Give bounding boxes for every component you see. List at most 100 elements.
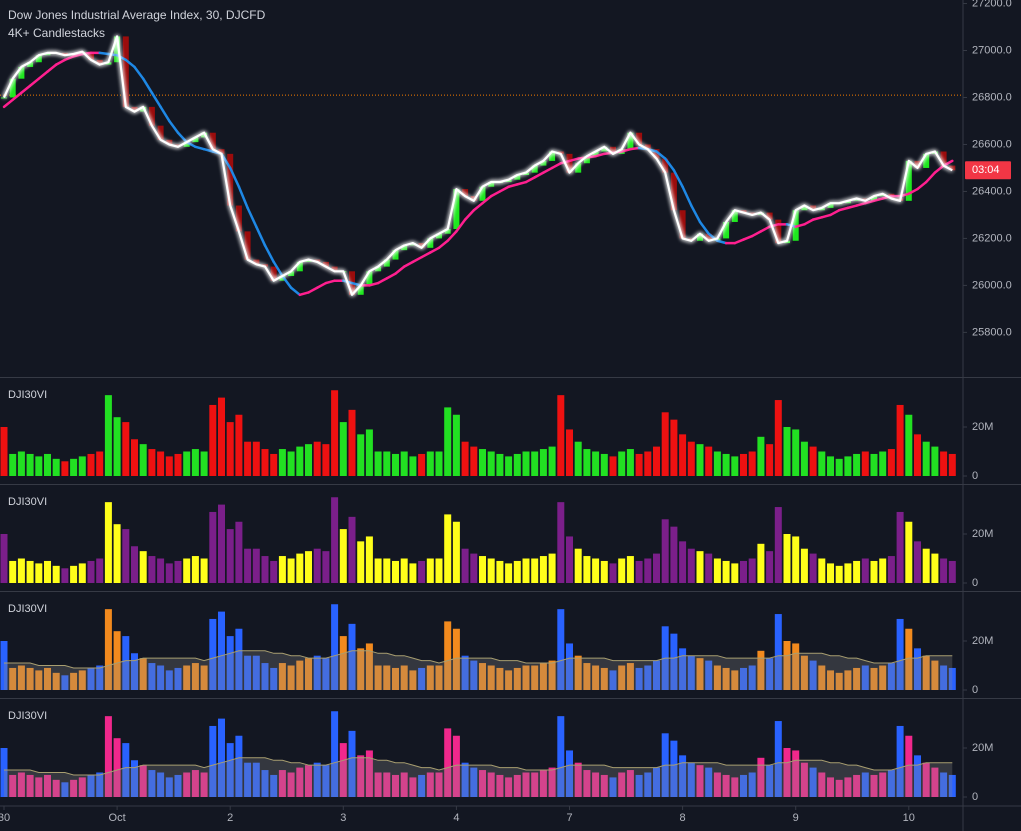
candle — [662, 158, 669, 173]
volume-bar — [887, 556, 895, 583]
volume-bar — [861, 558, 869, 583]
volume-bar — [522, 451, 530, 476]
volume-bar — [487, 451, 495, 476]
volume-bar — [52, 565, 60, 583]
volume-bar — [609, 563, 617, 583]
volume-bar — [740, 560, 747, 583]
volume-bar — [209, 404, 217, 476]
volume-bar — [244, 762, 252, 797]
volume-bar — [809, 660, 817, 690]
volume-bar — [270, 560, 278, 583]
volume-bar — [244, 655, 252, 690]
volume-bar — [191, 556, 199, 583]
volume-bar — [861, 451, 869, 476]
ma-segment — [524, 176, 536, 184]
candle — [9, 78, 16, 98]
volume-bar — [853, 453, 861, 476]
volume-bar — [479, 770, 486, 797]
volume-bar — [783, 748, 791, 797]
volume-bar — [487, 558, 495, 583]
volume-bar — [78, 777, 86, 797]
candle — [314, 259, 321, 262]
ma-segment — [629, 146, 641, 151]
candle — [235, 205, 242, 232]
volume-bar — [191, 449, 199, 476]
volume-bar — [452, 735, 460, 797]
volume-bar — [592, 558, 600, 583]
volume-bar — [713, 665, 721, 690]
volume-bar — [644, 665, 652, 690]
volume-bar — [52, 779, 60, 797]
ma-segment — [159, 105, 171, 123]
pane-label: DJI30VI — [8, 710, 47, 722]
volume-ma-line — [4, 650, 953, 669]
volume-bar — [592, 451, 600, 476]
candle — [183, 142, 190, 147]
candle — [540, 160, 547, 166]
volume-bar — [922, 655, 930, 690]
ma-segment — [124, 58, 136, 69]
ma-segment — [411, 255, 423, 264]
y-tick-label: 25800.0 — [972, 326, 1012, 338]
volume-bar — [557, 502, 565, 583]
candle — [444, 229, 451, 234]
y-tick-label: 26800.0 — [972, 91, 1012, 103]
v-tick-label: 0 — [972, 684, 978, 696]
volume-bar — [452, 414, 460, 476]
volume-bar — [574, 548, 582, 583]
volume-bar — [218, 611, 225, 690]
candle — [218, 149, 225, 154]
volume-bar — [879, 665, 887, 690]
volume-bar — [131, 760, 138, 797]
volume-bar — [313, 762, 321, 797]
volume-bar — [61, 568, 69, 583]
volume-bar — [600, 560, 608, 583]
volume-bar — [122, 422, 130, 476]
candle — [157, 125, 164, 140]
ma-segment — [107, 52, 119, 57]
candle — [61, 52, 68, 56]
volume-bar — [209, 618, 217, 690]
volume-bar — [583, 449, 591, 476]
volume-bar — [896, 725, 904, 797]
volume-bar — [157, 665, 165, 690]
volume-bar — [722, 774, 730, 797]
volume-bar — [705, 446, 713, 476]
volume-bar — [383, 665, 391, 690]
volume-bar — [17, 772, 25, 797]
volume-bar — [113, 631, 121, 690]
ma-segment — [385, 272, 397, 280]
x-tick-label: 9 — [793, 812, 799, 824]
volume-bar — [922, 441, 930, 476]
volume-bar — [748, 665, 756, 690]
candle — [644, 144, 651, 150]
volume-bar — [940, 665, 948, 690]
volume-bar — [496, 560, 504, 583]
ma-segment — [28, 77, 41, 87]
ma-segment — [420, 251, 432, 259]
volume-bar — [896, 618, 904, 690]
volume-bar — [122, 636, 130, 690]
volume-bar — [487, 772, 495, 797]
volume-bar — [522, 558, 530, 583]
candle — [148, 106, 155, 126]
ma-segment — [733, 238, 745, 245]
volume-bar — [653, 446, 660, 476]
candle — [453, 189, 460, 230]
volume-bar — [679, 755, 687, 797]
volume-bar — [0, 748, 8, 797]
candle — [131, 106, 138, 112]
volume-bar — [78, 670, 86, 690]
volume-bar — [104, 395, 112, 476]
volume-bar — [165, 563, 173, 583]
volume-bar — [261, 663, 269, 690]
candle — [122, 36, 129, 107]
candle — [670, 172, 677, 211]
volume-bar — [766, 765, 774, 797]
volume-bar — [435, 558, 443, 583]
volume-bar — [548, 660, 556, 690]
candle — [392, 250, 399, 260]
volume-bar — [157, 558, 165, 583]
pane-label: DJI30VI — [8, 496, 47, 508]
